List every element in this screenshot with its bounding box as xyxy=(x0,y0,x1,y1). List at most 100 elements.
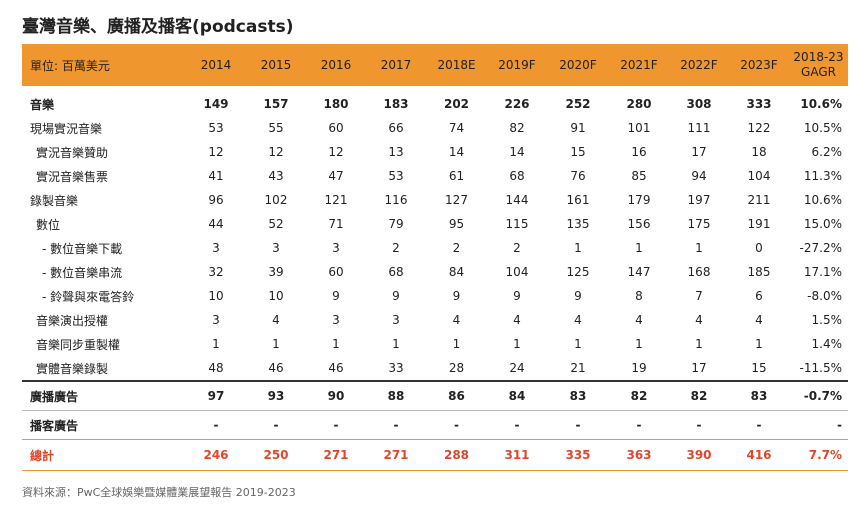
cell-gagr: 11.3% xyxy=(803,169,842,183)
cell-value: 122 xyxy=(747,121,771,135)
year-header: 2018E xyxy=(426,44,487,86)
cell-gagr: 1.5% xyxy=(811,313,843,327)
cell-value: 17 xyxy=(691,361,707,375)
table-row: 數位 44 52 71 79 95 115 135 156 175 191 15.0% xyxy=(22,212,848,236)
unit-label: 單位: 百萬美元 xyxy=(22,44,186,86)
row-label: - 數位音樂下載 xyxy=(42,241,123,256)
cell-value: 0 xyxy=(755,241,763,255)
cell-value: 12 xyxy=(268,145,284,159)
cell-value: 1 xyxy=(635,337,643,351)
gagr-header-line1: 2018-23 xyxy=(793,50,844,64)
year-header: 2014 xyxy=(186,44,246,86)
cell-value: 52 xyxy=(268,217,284,231)
cell-value: 1 xyxy=(332,337,340,351)
row-label: 播客廣告 xyxy=(22,410,186,440)
cell-value: 10 xyxy=(268,289,284,303)
cell-value: 1 xyxy=(574,337,582,351)
cell-value: 144 xyxy=(505,193,529,207)
cell-value: 18 xyxy=(751,145,767,159)
cell-value: - xyxy=(186,410,246,440)
cell-value: 4 xyxy=(635,313,643,327)
cell-value: 60 xyxy=(328,265,344,279)
cell-value: 157 xyxy=(263,97,289,111)
cell-value: 48 xyxy=(208,361,224,375)
cell-value: 104 xyxy=(505,265,529,279)
source-note: 資料來源：PwC全球娛樂暨媒體業展望報告 2019-2023 xyxy=(22,486,296,499)
cell-value: 1 xyxy=(695,337,703,351)
cell-value: 1 xyxy=(452,337,461,351)
cell-value: 95 xyxy=(448,217,465,231)
cell-value: 83 xyxy=(547,380,609,411)
cell-gagr: 15.0% xyxy=(803,217,842,231)
cell-value: 16 xyxy=(631,145,647,159)
table-row: - 數位音樂下載 3 3 3 2 2 2 1 1 1 0 -27.2% xyxy=(22,236,848,260)
cell-value: 2 xyxy=(452,241,461,255)
cell-gagr: 10.6% xyxy=(803,193,842,207)
row-label: 現場實況音樂 xyxy=(30,121,103,136)
year-header: 2015 xyxy=(246,44,306,86)
cell-value: 246 xyxy=(186,439,246,471)
cell-value: 4 xyxy=(452,313,461,327)
cell-value: 41 xyxy=(208,169,224,183)
cell-value: 111 xyxy=(687,121,711,135)
cell-value: 168 xyxy=(687,265,711,279)
cell-value: - xyxy=(426,410,487,440)
cell-value: 83 xyxy=(729,380,789,411)
cell-value: 8 xyxy=(635,289,643,303)
cell-gagr: 6.2% xyxy=(811,145,843,159)
cell-value: 2 xyxy=(513,241,521,255)
cell-value: 13 xyxy=(388,145,404,159)
cell-value: - xyxy=(669,410,729,440)
cell-gagr: 7.7% xyxy=(789,439,848,471)
year-header: 2019F xyxy=(487,44,547,86)
table-row: 錄製音樂 96 102 121 116 127 144 161 179 197 211 10.6% xyxy=(22,188,848,212)
cell-value: 1 xyxy=(574,241,582,255)
table-row: 實況音樂售票 41 43 47 53 61 68 76 85 94 104 11.3% xyxy=(22,164,848,188)
year-header: 2017 xyxy=(366,44,426,86)
cell-value: 3 xyxy=(392,313,400,327)
data-table: 單位: 百萬美元 2014 2015 2016 2017 2018E 2019F… xyxy=(22,44,848,471)
cell-value: 211 xyxy=(747,193,771,207)
cell-value: 4 xyxy=(755,313,763,327)
cell-value: 390 xyxy=(669,439,729,471)
cell-value: 12 xyxy=(328,145,344,159)
cell-value: 9 xyxy=(452,289,461,303)
row-label: 廣播廣告 xyxy=(22,380,186,411)
cell-gagr: 10.5% xyxy=(803,121,842,135)
cell-value: 101 xyxy=(627,121,651,135)
cell-value: 86 xyxy=(426,380,487,411)
cell-value: 9 xyxy=(574,289,582,303)
row-label: - 鈴聲與來電答鈴 xyxy=(42,289,135,304)
cell-value: 82 xyxy=(609,380,669,411)
cell-gagr: -8.0% xyxy=(807,289,842,303)
cell-value: 14 xyxy=(509,145,525,159)
cell-value: 15 xyxy=(570,145,586,159)
cell-value: 24 xyxy=(509,361,525,375)
row-label: - 數位音樂串流 xyxy=(42,265,123,280)
cell-gagr: 10.6% xyxy=(800,97,842,111)
cell-value: 32 xyxy=(208,265,224,279)
cell-value: 68 xyxy=(388,265,404,279)
cell-value: 1 xyxy=(513,337,521,351)
cell-value: 82 xyxy=(669,380,729,411)
cell-value: 121 xyxy=(324,193,348,207)
cell-value: 3 xyxy=(332,313,340,327)
cell-gagr: -0.7% xyxy=(789,380,848,411)
cell-value: 84 xyxy=(448,265,465,279)
cell-value: 1 xyxy=(272,337,280,351)
cell-value: 183 xyxy=(383,97,409,111)
cell-value: 74 xyxy=(448,121,465,135)
cell-value: 14 xyxy=(448,145,465,159)
cell-value: 76 xyxy=(570,169,586,183)
cell-value: 84 xyxy=(487,380,547,411)
year-header: 2016 xyxy=(306,44,366,86)
cell-gagr: 1.4% xyxy=(811,337,843,351)
cell-gagr: -27.2% xyxy=(799,241,842,255)
cell-value: 252 xyxy=(565,97,591,111)
cell-value: 3 xyxy=(212,313,220,327)
cell-value: - xyxy=(246,410,306,440)
table-row: 音樂同步重製權 1 1 1 1 1 1 1 1 1 1 1.4% xyxy=(22,332,848,356)
cell-value: 104 xyxy=(747,169,771,183)
cell-value: - xyxy=(609,410,669,440)
cell-value: 250 xyxy=(246,439,306,471)
